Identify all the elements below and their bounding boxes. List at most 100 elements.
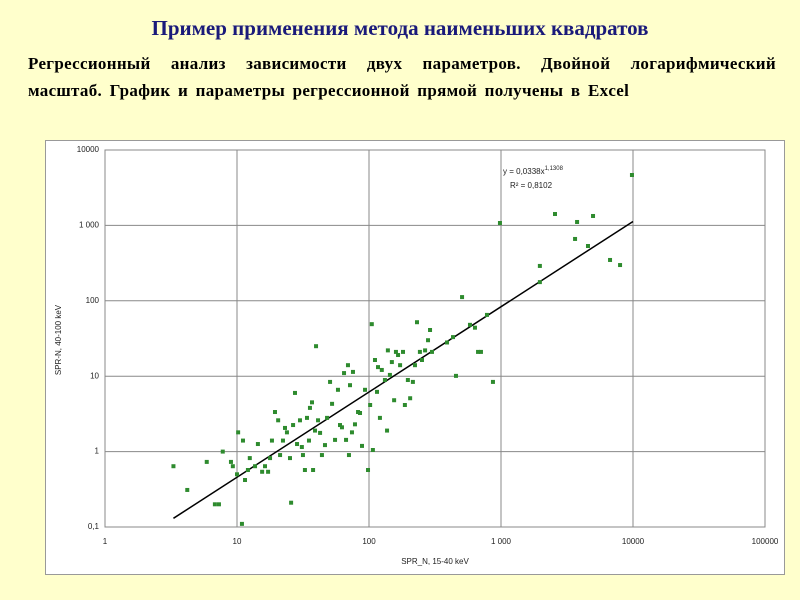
scatter-point	[423, 348, 428, 353]
trendline	[173, 220, 634, 519]
scatter-point	[369, 322, 374, 327]
scatter-point	[266, 469, 271, 474]
scatter-point	[467, 322, 472, 327]
scatter-point	[348, 383, 353, 388]
scatter-point	[552, 212, 557, 217]
scatter-point	[537, 263, 542, 268]
scatter-point	[346, 453, 351, 458]
scatter-point	[368, 402, 373, 407]
scatter-point	[398, 363, 403, 368]
plot-border	[104, 149, 766, 528]
scatter-point	[363, 387, 368, 392]
y-tick-label: 1 000	[79, 221, 100, 230]
scatter-point	[429, 349, 434, 354]
scatter-point	[428, 327, 433, 332]
scatter-point	[204, 459, 209, 464]
scatter-point	[299, 445, 304, 450]
scatter-point	[216, 502, 221, 507]
y-axis-title: SPR-N, 40-100 keV	[54, 304, 63, 375]
x-tick-label: 10	[233, 537, 242, 546]
scatter-point	[342, 371, 347, 376]
slide-title: Пример применения метода наименьших квад…	[151, 16, 649, 40]
scatter-point	[376, 365, 381, 370]
scatter-point	[385, 348, 390, 353]
scatter-point	[382, 378, 387, 383]
scatter-point	[295, 442, 300, 447]
chart-background	[45, 140, 785, 575]
scatter-point	[212, 502, 217, 507]
chart: SPR_N, 15-40 keV SPR-N, 40-100 keV y = 0…	[45, 140, 785, 575]
scatter-point	[585, 244, 590, 249]
scatter-point	[370, 448, 375, 453]
scatter-point	[451, 335, 456, 340]
scatter-point	[300, 453, 305, 458]
scatter-point	[490, 379, 495, 384]
scatter-point	[372, 358, 377, 363]
scatter-point	[445, 340, 450, 345]
equation-text: y = 0,0338x	[503, 167, 545, 176]
scatter-point	[412, 363, 417, 368]
scatter-point	[338, 423, 343, 428]
scatter-point	[460, 295, 465, 300]
scatter-point	[573, 236, 578, 241]
scatter-point	[245, 468, 250, 473]
x-tick-label: 100000	[752, 537, 779, 546]
scatter-point	[239, 521, 244, 526]
scatter-point	[497, 221, 502, 226]
scatter-point	[306, 438, 311, 443]
scatter-point	[247, 456, 252, 461]
scatter-point	[307, 405, 312, 410]
scatter-point	[268, 456, 273, 461]
scatter-point	[302, 468, 307, 473]
scatter-point	[408, 396, 413, 401]
scatter-point	[280, 438, 285, 443]
scatter-point	[379, 367, 384, 372]
scatter-point	[292, 390, 297, 395]
scatter-point	[276, 418, 281, 423]
slide-text: Регрессионный анализ зависимости двух па…	[28, 54, 776, 100]
scatter-point	[377, 415, 382, 420]
scatter-point	[282, 425, 287, 430]
scatter-point	[260, 469, 265, 474]
scatter-point	[591, 213, 596, 218]
scatter-point	[359, 443, 364, 448]
scatter-point	[472, 325, 477, 330]
scatter-point	[402, 402, 407, 407]
scatter-point	[185, 487, 190, 492]
scatter-point	[392, 398, 397, 403]
scatter-point	[287, 456, 292, 461]
scatter-point	[291, 423, 296, 428]
scatter-point	[478, 349, 483, 354]
r-squared: R² = 0,8102	[510, 181, 553, 190]
scatter-point	[236, 430, 241, 435]
y-tick-label: 0,1	[88, 522, 100, 531]
scatter-point	[318, 430, 323, 435]
scatter-point	[401, 349, 406, 354]
scatter-point	[453, 373, 458, 378]
scatter-point	[240, 438, 245, 443]
scatter-point	[352, 422, 357, 427]
scatter-point	[316, 418, 321, 423]
scatter-point	[228, 459, 233, 464]
scatter-point	[385, 428, 390, 433]
y-tick-label: 100	[86, 296, 100, 305]
scatter-point	[314, 344, 319, 349]
scatter-point	[389, 360, 394, 365]
scatter-point	[476, 349, 481, 354]
scatter-point	[375, 389, 380, 394]
scatter-point	[220, 449, 225, 454]
scatter-point	[269, 438, 274, 443]
scatter-point	[330, 401, 335, 406]
scatter-point	[171, 464, 176, 469]
scatter-point	[339, 425, 344, 430]
x-tick-label: 1 000	[491, 537, 512, 546]
scatter-point	[230, 464, 235, 469]
scatter-point	[393, 349, 398, 354]
equation-exponent: 1,1308	[545, 166, 564, 172]
scatter-point	[618, 263, 623, 268]
scatter-point	[272, 410, 277, 415]
scatter-point	[319, 453, 324, 458]
y-tick-label: 10	[90, 371, 99, 380]
scatter-point	[310, 400, 315, 405]
scatter-point	[235, 472, 239, 477]
